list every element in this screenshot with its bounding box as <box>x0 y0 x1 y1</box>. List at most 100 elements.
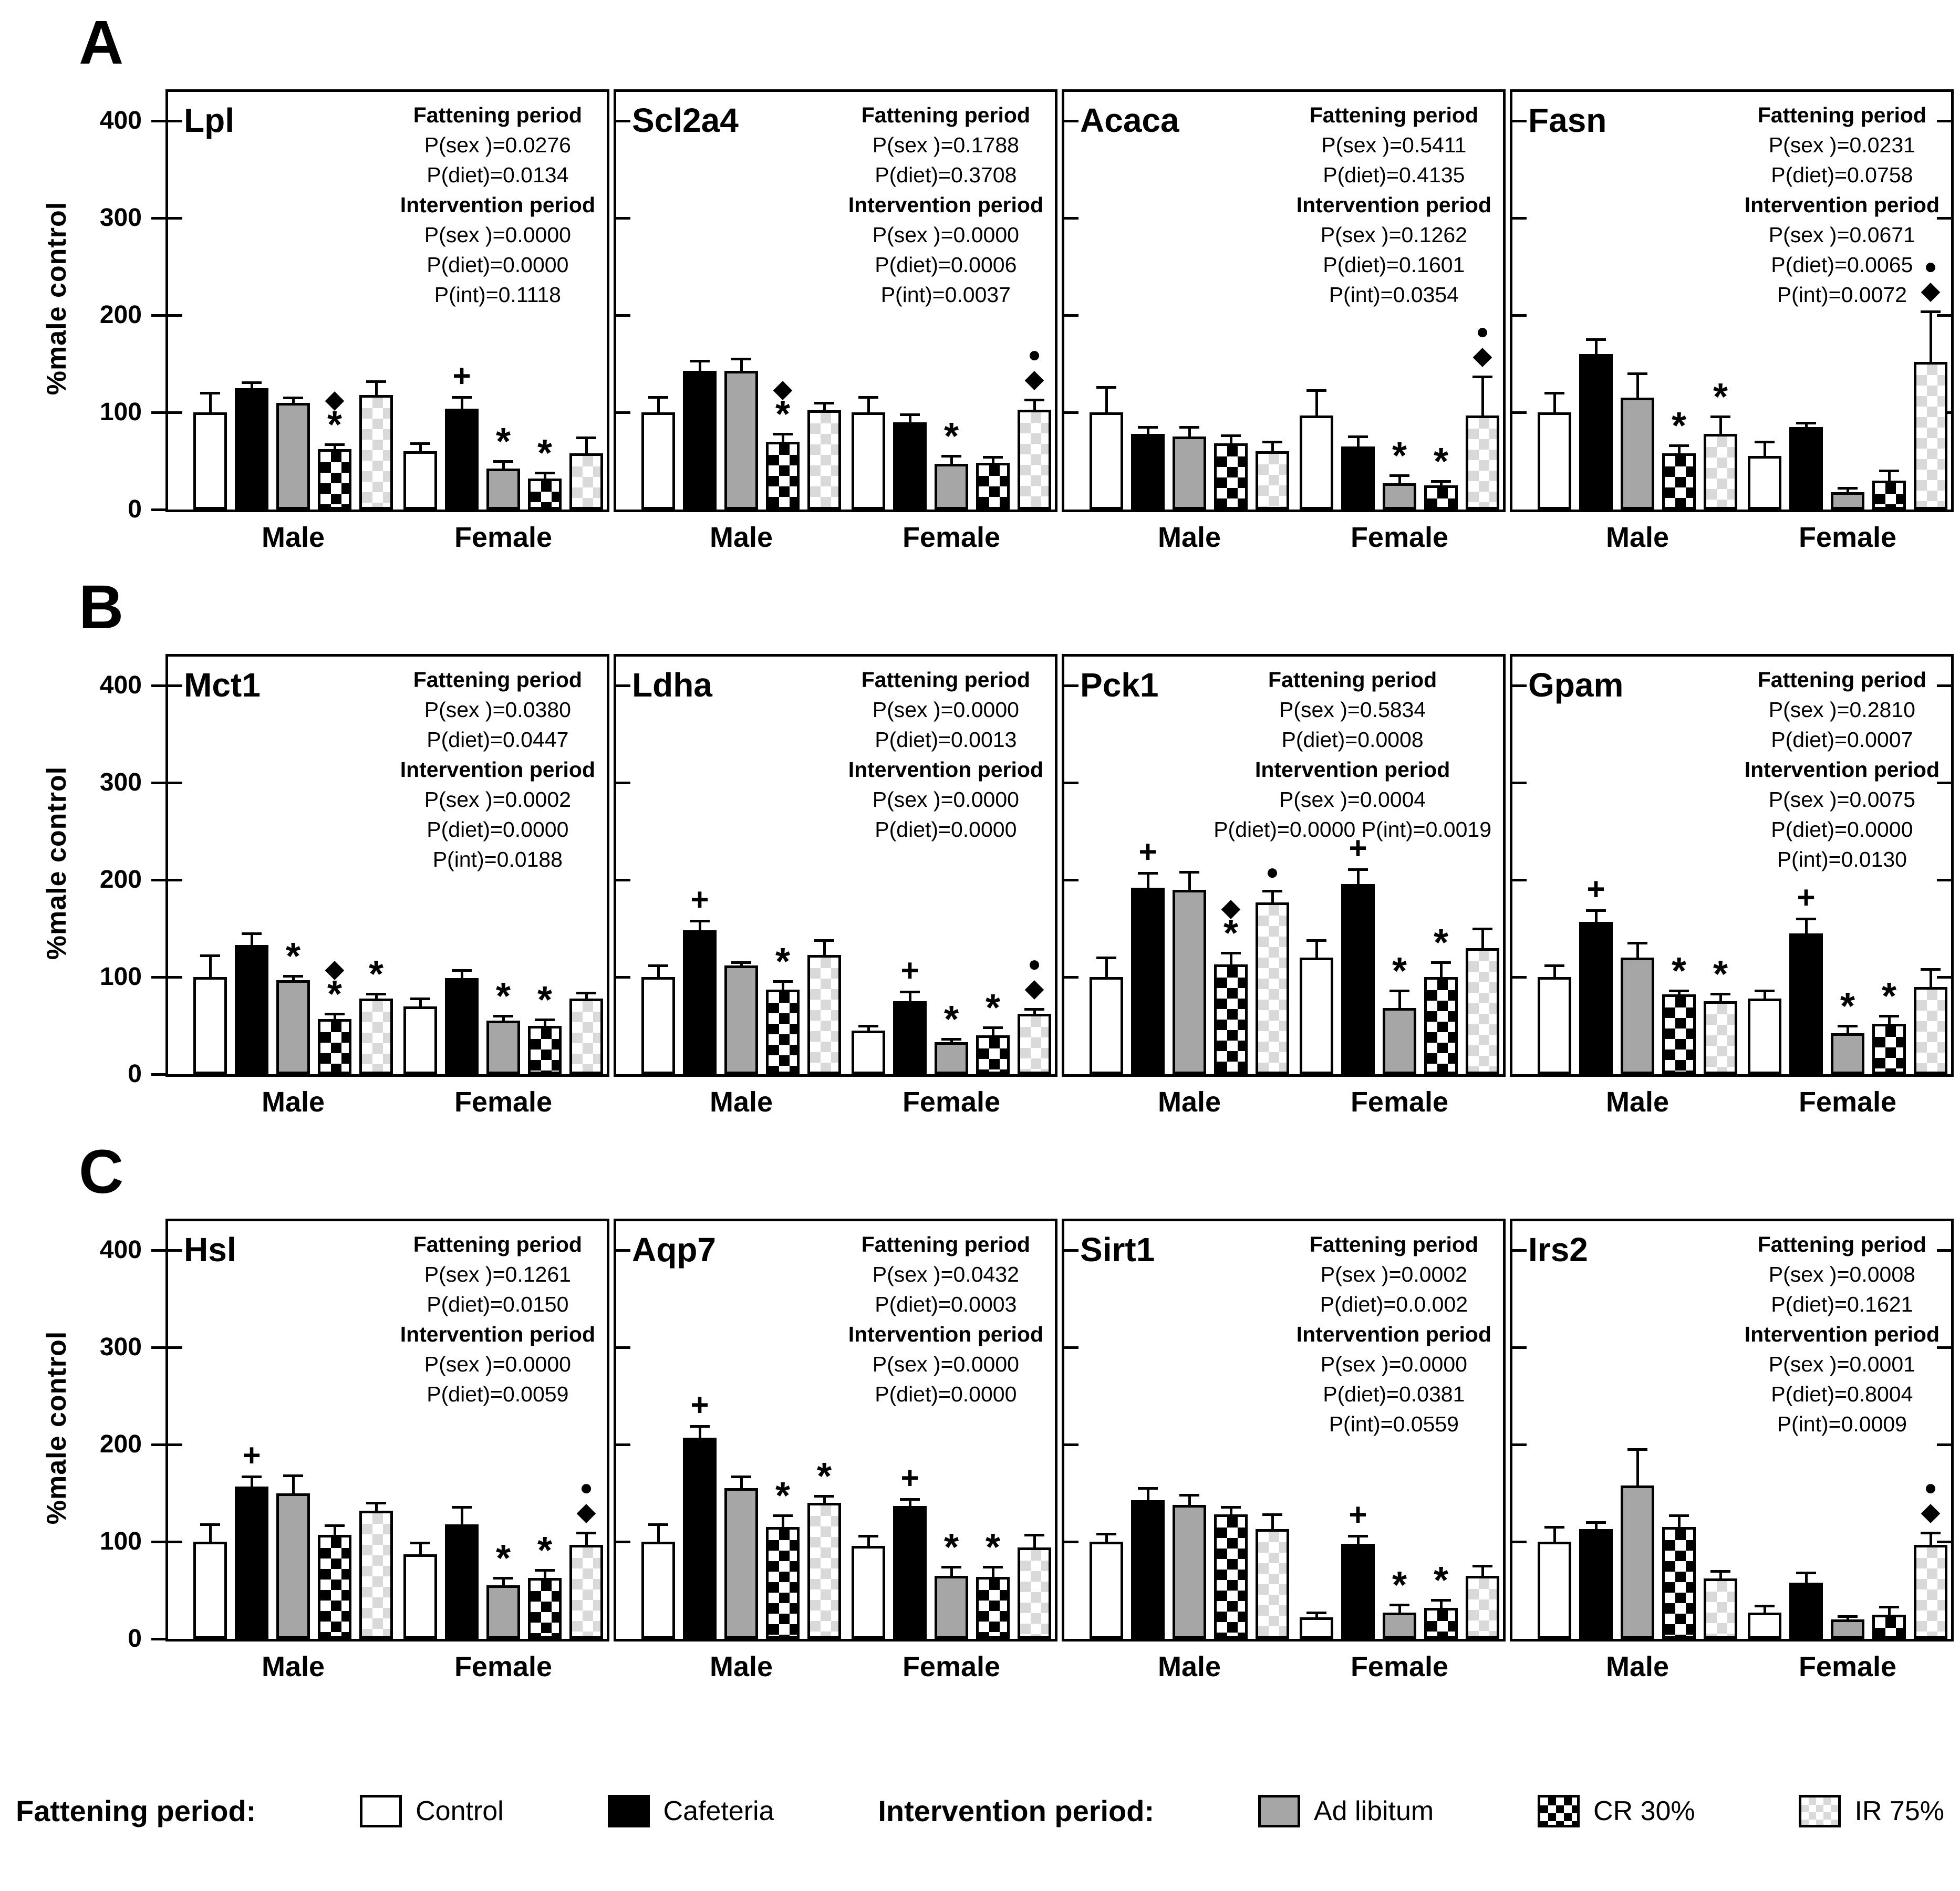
error-bar <box>1481 1566 1484 1576</box>
error-bar-cap <box>1096 957 1116 960</box>
error-bar-cap <box>900 990 920 993</box>
significance-marks: + <box>1334 1497 1382 1533</box>
bar-female-ir75 <box>569 998 603 1074</box>
error-bar <box>1719 1571 1722 1579</box>
error-bar <box>867 1536 870 1546</box>
error-bar <box>823 940 826 955</box>
panel-hsl: Hsl Fattening period P(sex )=0.1261 P(diet)… <box>165 1219 609 1682</box>
significance-marks: * <box>480 978 527 1015</box>
error-bar <box>1888 1016 1891 1024</box>
inner-tick-mark <box>168 411 182 414</box>
significance-mark-asterisk: * <box>943 415 959 458</box>
error-bar-cap <box>1348 1535 1368 1538</box>
error-bar <box>1595 910 1598 922</box>
panel-title: Lpl <box>184 101 234 139</box>
bar-male-control <box>193 977 227 1074</box>
significance-mark-dot: ● <box>579 1475 593 1500</box>
significance-marks: * <box>1697 378 1744 416</box>
bar-female-ad_libitum <box>1383 483 1416 510</box>
inner-tick-mark <box>168 314 182 317</box>
significance-marks: * <box>759 1477 806 1515</box>
panel-title: Acaca <box>1080 101 1179 139</box>
stats-p-value: P(sex )=0.0671 <box>1768 223 1915 247</box>
error-bar-cap <box>1627 942 1647 945</box>
y-tick-mark <box>151 1443 165 1447</box>
error-bar <box>1315 940 1318 958</box>
inner-tick-mark <box>1937 684 1951 688</box>
group-label-female: Female <box>1350 522 1449 553</box>
bar-female-ad_libitum <box>935 1042 968 1074</box>
panel-stats-block: Fattening period P(sex )=0.0231 P(diet)=0.… <box>1745 100 1940 310</box>
error-bar <box>1230 952 1232 965</box>
significance-marks: + <box>228 1440 275 1471</box>
panel-title: Ldha <box>632 666 712 704</box>
inner-tick-mark <box>1064 217 1078 220</box>
bar-female-control <box>852 1030 885 1074</box>
significance-mark-asterisk: * <box>285 936 301 978</box>
bar-male-cafeteria <box>683 930 717 1074</box>
error-bar <box>740 1477 743 1489</box>
panel-stats-block: Fattening period P(sex )=0.0002 P(diet)=0.… <box>1297 1230 1491 1439</box>
significance-marks: * <box>1655 952 1703 990</box>
error-bar-cap <box>1138 425 1158 429</box>
section-letter-a: A <box>79 8 124 77</box>
error-bar <box>585 438 588 453</box>
bar-female-control <box>852 1545 885 1639</box>
error-bar <box>544 472 546 479</box>
error-bar-cap <box>1838 487 1858 490</box>
inner-tick-mark <box>1064 879 1078 882</box>
error-bar-cap <box>1389 474 1409 477</box>
significance-mark-plus: + <box>1138 834 1157 870</box>
inner-tick-mark <box>616 217 630 220</box>
inner-tick-mark <box>616 684 630 688</box>
stats-p-value: P(sex )=0.0000 <box>872 1352 1019 1376</box>
cr30-swatch-icon <box>1538 1794 1580 1827</box>
stats-p-value: P(int)=0.0009 <box>1777 1412 1907 1436</box>
inner-tick-mark <box>1937 782 1951 785</box>
significance-marks: ● ◆ <box>1907 1476 1954 1525</box>
error-bar-cap <box>325 1013 345 1016</box>
significance-mark-asterisk: * <box>816 1456 832 1498</box>
error-bar-cap <box>1710 992 1730 995</box>
error-bar <box>1188 427 1191 437</box>
y-tick-mark <box>151 217 165 220</box>
significance-mark-asterisk: * <box>327 973 343 1016</box>
panel-lpl: Lpl Fattening period P(sex )=0.0276 P(diet)… <box>165 89 609 553</box>
inner-tick-mark <box>1937 217 1951 220</box>
error-bar <box>1888 471 1891 481</box>
significance-marks: ● ◆ <box>1011 343 1058 392</box>
panel-stats-block: Fattening period P(sex )=0.0008 P(diet)=0.… <box>1745 1230 1940 1439</box>
error-bar-cap <box>1348 868 1368 871</box>
bar-male-ad_libitum <box>1173 889 1206 1074</box>
stats-p-value: P(int)=0.0130 <box>1777 847 1907 871</box>
group-label-male: Male <box>1157 1086 1221 1118</box>
bar-female-cr30 <box>528 1025 562 1074</box>
y-tick-mark <box>151 879 165 882</box>
error-bar-cap <box>1262 889 1282 892</box>
stats-intervention-title: Intervention period <box>1744 1322 1940 1346</box>
significance-marks: * <box>521 981 568 1019</box>
stats-p-value: P(diet)=0.0381 <box>1323 1382 1465 1406</box>
significance-marks: * <box>969 989 1017 1027</box>
significance-mark-plus: + <box>1349 1497 1367 1533</box>
error-bar <box>461 397 463 409</box>
bar-female-cr30 <box>1424 1607 1458 1639</box>
error-bar-cap <box>493 1576 513 1580</box>
significance-marks: * <box>1417 924 1465 962</box>
error-bar <box>782 981 784 990</box>
legend-item-label: Cafeteria <box>663 1795 774 1826</box>
significance-mark-asterisk: * <box>1392 950 1407 992</box>
error-bar-cap <box>1669 1514 1689 1518</box>
significance-mark-plus: + <box>690 1387 709 1423</box>
error-bar <box>782 1515 784 1528</box>
y-tick-label: 400 <box>99 671 142 700</box>
error-bar-cap <box>773 1514 793 1518</box>
error-bar-cap <box>242 932 262 935</box>
error-bar-cap <box>983 1026 1003 1030</box>
error-bar-cap <box>1138 1487 1158 1490</box>
significance-marks: * <box>521 1532 568 1570</box>
stats-p-value: P(int)=0.0559 <box>1329 1412 1459 1436</box>
error-bar-cap <box>1921 968 1941 971</box>
bar-female-ad_libitum <box>1831 1619 1864 1639</box>
